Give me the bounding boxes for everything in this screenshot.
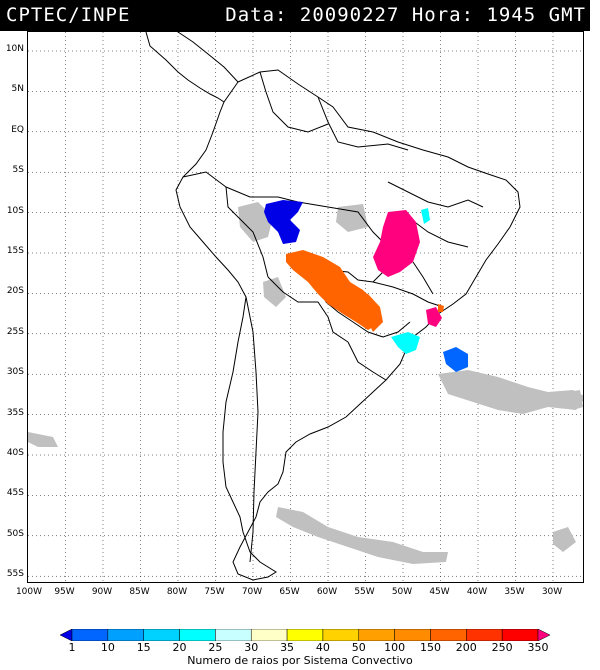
bolivia-paraguay-border [267,276,349,343]
latitude-label: 50S [6,528,24,539]
latitude-label: 20S [6,286,24,297]
longitude-label: 70W [241,587,263,597]
cloud-area [263,277,286,307]
central-america-coast [145,32,225,103]
colorbar-segment [537,629,550,641]
convective-system [286,250,380,330]
colorbar-tick-label: 100 [384,641,406,654]
colorbar-tick-label: 150 [419,641,441,654]
colorbar-segment [430,629,467,641]
longitude-label: 30W [541,587,563,597]
latitude-label: 35S [6,407,24,418]
convective-system [391,332,420,354]
longitude-label: 90W [91,587,113,597]
latitude-label: EQ [11,124,24,135]
colorbar-tick-label: 15 [136,641,151,654]
colorbar [60,629,550,641]
latitude-label: 5S [12,165,24,176]
convective-system [438,304,444,312]
convective-system [421,208,430,224]
longitude-label: 55W [354,587,375,597]
longitude-label: 65W [279,587,300,597]
colorbar-tick-label: 200 [455,641,477,654]
colorbar-title: Numero de raios por Sistema Convectivo [187,654,413,667]
brazil-border [225,186,411,338]
latitude-label: 40S [6,448,24,458]
colorbar-tick-label: 350 [527,641,549,654]
latitude-label: 45S [6,488,24,499]
latitude-label: 10N [5,44,24,54]
convective-system [373,210,420,277]
colorbar-tick-label: 250 [491,641,513,654]
colorbar-segment [358,629,395,641]
colorbar-segment [107,629,144,641]
longitude-label: 95W [54,587,75,597]
colorbar-segment [501,629,539,641]
colorbar-tick-label: 1 [68,641,76,654]
colorbar-segment [286,629,324,641]
longitude-label: 60W [316,587,338,597]
colorbar-tick-label: 20 [172,641,187,654]
cloud-area [336,204,368,232]
cloud-area [28,432,58,447]
latitude-label: 10S [6,205,24,216]
latitude-label: 30S [6,367,24,378]
latitude-label: 55S [6,569,24,580]
colorbar-segment [466,629,503,641]
cloud-area [568,390,583,410]
latitude-label: 5N [11,84,24,95]
graticule [28,32,583,582]
colorbar-segment [71,629,109,641]
convective-system [264,200,303,244]
colorbar-segment [215,629,252,641]
colorbar-tick-label: 30 [244,641,259,654]
brazil-states [372,181,484,308]
colorbar-segment [60,629,73,641]
colorbar-segment [394,629,431,641]
longitude-label: 100W [15,587,43,597]
source-label: CPTEC/INPE [6,4,131,26]
latitude-label: 15S [6,246,24,256]
convective-system [443,347,468,372]
colorbar-tick-label: 40 [315,641,330,654]
coastlines [145,32,521,581]
colorbar-tick-label: 25 [208,641,223,654]
cloud-area [553,527,576,552]
cloud-area [276,507,448,564]
colorbar-segment [322,629,360,641]
convective-system [353,290,383,332]
uruguay-border [347,341,387,381]
map-canvas [28,32,583,582]
longitude-label: 85W [129,587,150,597]
colorbar-tick-label: 10 [100,641,115,654]
title-bar: CPTEC/INPE Data: 20090227 Hora: 1945 GMT [0,0,590,31]
datetime-label: Data: 20090227 Hora: 1945 GMT [225,4,586,26]
caribbean-coast [177,32,239,83]
andean-borders [182,171,269,278]
longitude-label: 50W [391,587,413,597]
latitude-label: 25S [6,326,24,337]
colorbar-segment [143,629,180,641]
convective-systems [264,200,468,372]
south-america-outline [175,69,521,581]
cloud-area [438,370,583,414]
longitude-label: 75W [204,587,225,597]
colorbar-segment [250,629,288,641]
venezuela-border [259,71,329,133]
guianas-border [317,96,409,151]
colorbar-tick-label: 35 [280,641,295,654]
longitude-label: 80W [166,587,188,597]
longitude-label: 45W [429,587,450,597]
argentina-chile-border [245,296,259,563]
map-frame [27,31,584,583]
longitude-label: 40W [466,587,488,597]
colorbar-tick-label: 50 [351,641,366,654]
longitude-label: 35W [504,587,525,597]
colorbar-segment [179,629,216,641]
